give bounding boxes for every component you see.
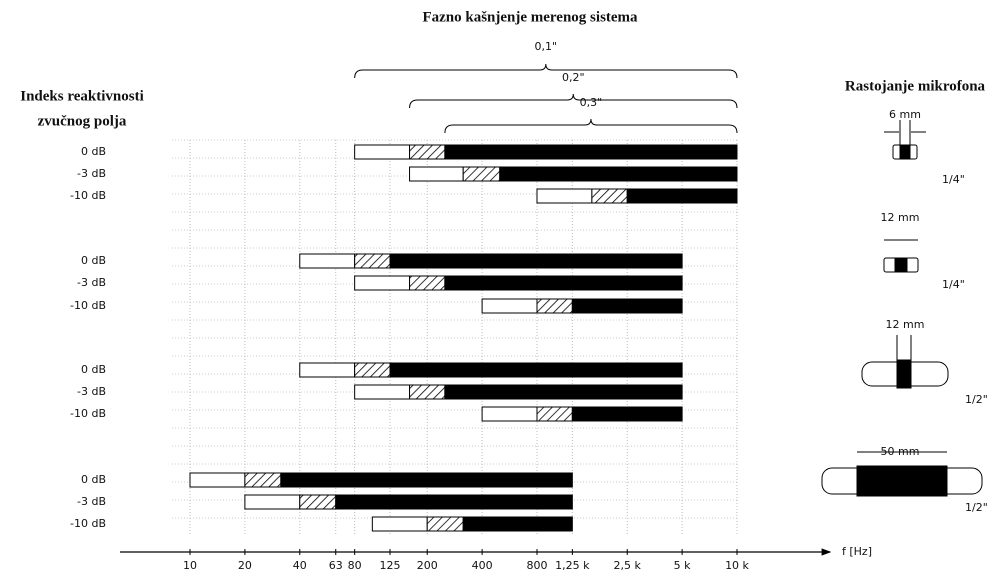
y-title: Indeks reaktivnosti xyxy=(20,88,144,104)
x-axis-label: f [Hz] xyxy=(842,545,872,558)
range-segment xyxy=(189,472,246,488)
range-segment xyxy=(354,144,411,160)
row-label: -3 dB xyxy=(77,276,106,289)
row-label: -10 dB xyxy=(70,299,106,312)
row-label: -3 dB xyxy=(77,385,106,398)
marks xyxy=(189,144,738,532)
spacing-label: 6 mm xyxy=(889,108,921,121)
row-label: -3 dB xyxy=(77,167,106,180)
range-segment xyxy=(571,298,683,314)
range-segment xyxy=(409,384,446,400)
range-segment xyxy=(444,144,738,160)
range-segment xyxy=(444,384,683,400)
range-segment xyxy=(571,406,683,422)
mic-drawings xyxy=(821,120,983,497)
range-segment xyxy=(354,384,411,400)
range-segment xyxy=(244,472,282,488)
x-tick-label: 10 k xyxy=(725,559,749,572)
mic-label: 1/2" xyxy=(965,501,988,514)
row-label: -10 dB xyxy=(70,407,106,420)
bracket-label: 0,3" xyxy=(580,96,603,109)
row-label: -3 dB xyxy=(77,495,106,508)
row-label: -10 dB xyxy=(70,517,106,530)
x-tick-label: 1,25 k xyxy=(555,559,590,572)
range-segment xyxy=(409,144,446,160)
x-tick-label: 20 xyxy=(238,559,252,572)
bracket xyxy=(444,118,738,134)
range-segment xyxy=(536,188,593,204)
mic-label: 1/4" xyxy=(942,173,965,186)
row-label: 0 dB xyxy=(81,363,106,376)
x-tick-label: 2,5 k xyxy=(614,559,642,572)
x-tick-label: 80 xyxy=(348,559,362,572)
row-label: 0 dB xyxy=(81,254,106,267)
x-tick-label: 400 xyxy=(472,559,493,572)
mic-label: 1/4" xyxy=(942,278,965,291)
spacing-label: 12 mm xyxy=(886,318,925,331)
row-label: 0 dB xyxy=(81,473,106,486)
bracket xyxy=(409,93,738,109)
row-label: -10 dB xyxy=(70,189,106,202)
bracket xyxy=(354,63,738,79)
spacing-label: 50 mm xyxy=(881,445,920,458)
range-segment xyxy=(409,166,464,182)
range-segment xyxy=(462,516,573,532)
range-segment xyxy=(481,406,538,422)
range-segment xyxy=(389,253,683,269)
range-segment xyxy=(354,253,391,269)
row-label: 0 dB xyxy=(81,145,106,158)
x-tick-label: 800 xyxy=(526,559,547,572)
y-title: zvučnog polja xyxy=(38,113,127,129)
range-segment xyxy=(299,362,356,378)
range-segment xyxy=(462,166,501,182)
x-tick-label: 10 xyxy=(183,559,197,572)
range-segment xyxy=(335,494,573,510)
range-segment xyxy=(499,166,738,182)
range-segment xyxy=(371,516,428,532)
range-segment xyxy=(626,188,738,204)
range-segment xyxy=(354,275,411,291)
range-segment xyxy=(481,298,538,314)
range-segment xyxy=(536,298,573,314)
x-tick-label: 125 xyxy=(380,559,401,572)
mic-label: 1/2" xyxy=(965,393,988,406)
bracket-label: 0,2" xyxy=(562,71,585,84)
range-segment xyxy=(444,275,683,291)
chart-title: Fazno kašnjenje merenog sistema xyxy=(422,9,638,25)
bracket-label: 0,1" xyxy=(535,40,558,53)
range-segment xyxy=(354,362,391,378)
range-segment xyxy=(244,494,301,510)
range-segment xyxy=(299,253,356,269)
x-tick-label: 200 xyxy=(417,559,438,572)
range-segment xyxy=(591,188,628,204)
x-tick-label: 40 xyxy=(293,559,307,572)
range-segment xyxy=(299,494,337,510)
right-title: Rastojanje mikrofona xyxy=(845,78,986,94)
spacing-label: 12 mm xyxy=(881,211,920,224)
range-segment xyxy=(389,362,683,378)
x-tick-label: 5 k xyxy=(674,559,691,572)
range-segment xyxy=(280,472,573,488)
range-segment xyxy=(426,516,464,532)
range-segment xyxy=(409,275,446,291)
range-segment xyxy=(536,406,573,422)
x-tick-label: 63 xyxy=(329,559,343,572)
